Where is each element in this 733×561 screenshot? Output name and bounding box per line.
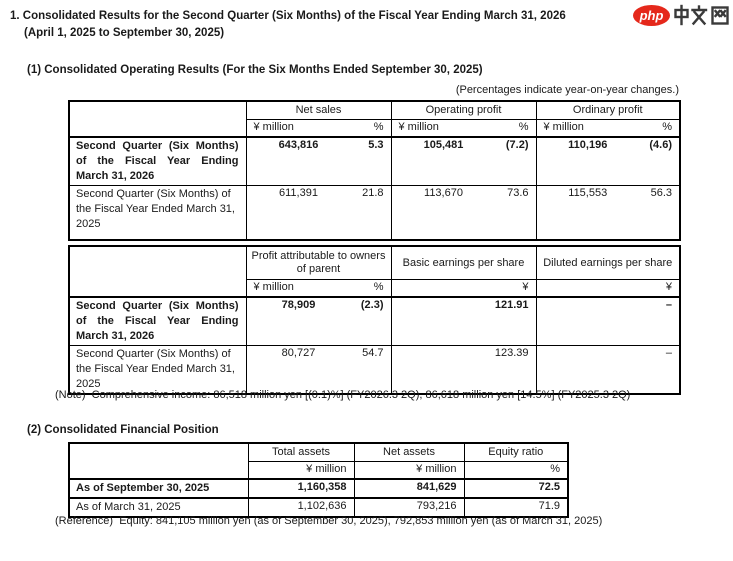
equity-reference-note: (Reference) Equity: 841,105 million yen … bbox=[55, 515, 603, 527]
table-row: As of September 30, 2025 1,160,358 841,6… bbox=[68, 478, 569, 499]
unit-cell: ¥ million% bbox=[245, 119, 392, 138]
corner-cell bbox=[68, 100, 247, 138]
unit-cell: ¥ million% bbox=[245, 279, 392, 298]
data-cell: 110,196 (4.6) bbox=[535, 136, 681, 186]
row-label: As of September 30, 2025 bbox=[68, 478, 249, 499]
column-header: Total assets bbox=[247, 442, 355, 462]
section1-heading: (1) Consolidated Operating Results (For … bbox=[27, 64, 483, 76]
table-subheader-row: ¥ million% ¥ ¥ bbox=[69, 279, 681, 298]
table-row: Second Quarter (Six Months) of the Fisca… bbox=[68, 185, 681, 241]
column-header: Net assets bbox=[353, 442, 465, 462]
data-cell: 78,909 (2.3) bbox=[245, 296, 392, 346]
php-cn-logo-text-icon bbox=[673, 4, 731, 26]
data-cell: 121.91 bbox=[390, 296, 537, 346]
data-cell: 72.5 bbox=[463, 478, 569, 499]
column-header: Net sales bbox=[245, 100, 392, 120]
row-label: Second Quarter (Six Months) of the Fisca… bbox=[68, 296, 247, 346]
unit-cell: ¥ bbox=[535, 279, 681, 298]
data-cell: 123.39 bbox=[390, 345, 537, 395]
unit-cell: ¥ million% bbox=[390, 119, 537, 138]
table-subheader-row: ¥ million ¥ million % bbox=[69, 461, 569, 480]
percentages-note: (Percentages indicate year-on-year chang… bbox=[455, 84, 679, 96]
data-cell: 643,816 5.3 bbox=[245, 136, 392, 186]
data-cell: 115,553 56.3 bbox=[535, 185, 681, 241]
column-header: Equity ratio bbox=[463, 442, 569, 462]
table-row: Second Quarter (Six Months) of the Fisca… bbox=[68, 296, 681, 346]
unit-cell: ¥ bbox=[390, 279, 537, 298]
document-title: 1. Consolidated Results for the Second Q… bbox=[10, 10, 566, 22]
financial-position-table: Total assets Net assets Equity ratio ¥ m… bbox=[68, 442, 569, 518]
column-header: Operating profit bbox=[390, 100, 537, 120]
data-cell: 793,216 bbox=[353, 497, 465, 518]
table-header-row: Profit attributable to owners of parent … bbox=[68, 245, 681, 298]
corner-cell bbox=[68, 245, 247, 298]
unit-cell: ¥ million bbox=[247, 461, 355, 480]
column-header: Ordinary profit bbox=[535, 100, 681, 120]
row-label: As of March 31, 2025 bbox=[68, 497, 249, 518]
row-label: Second Quarter (Six Months) of the Fisca… bbox=[68, 345, 247, 395]
unit-cell: % bbox=[463, 461, 569, 480]
table-header-row: Total assets Net assets Equity ratio bbox=[68, 442, 569, 480]
data-cell: 611,391 21.8 bbox=[245, 185, 392, 241]
table-subheader-row: ¥ million% ¥ million% ¥ million% bbox=[69, 119, 681, 138]
column-header: Profit attributable to owners of parent bbox=[245, 245, 392, 280]
row-label: Second Quarter (Six Months) of the Fisca… bbox=[68, 185, 247, 241]
document-subtitle: (April 1, 2025 to September 30, 2025) bbox=[24, 27, 225, 39]
data-cell: 113,670 73.6 bbox=[390, 185, 537, 241]
column-header: Basic earnings per share bbox=[390, 245, 537, 280]
unit-cell: ¥ million% bbox=[535, 119, 681, 138]
column-header: Diluted earnings per share bbox=[535, 245, 681, 280]
operating-results-table: Net sales Operating profit Ordinary prof… bbox=[68, 100, 681, 241]
data-cell: – bbox=[535, 345, 681, 395]
profit-eps-table: Profit attributable to owners of parent … bbox=[68, 245, 681, 395]
data-cell: 105,481 (7.2) bbox=[390, 136, 537, 186]
table-row: Second Quarter (Six Months) of the Fisca… bbox=[68, 345, 681, 395]
table-header-row: Net sales Operating profit Ordinary prof… bbox=[68, 100, 681, 138]
php-logo-badge: php bbox=[633, 4, 670, 26]
data-cell: 80,727 54.7 bbox=[245, 345, 392, 395]
table-row: As of March 31, 2025 1,102,636 793,216 7… bbox=[68, 497, 569, 518]
data-cell: 841,629 bbox=[353, 478, 465, 499]
data-cell: – bbox=[535, 296, 681, 346]
php-cn-logo: php bbox=[633, 4, 731, 26]
table-row: Second Quarter (Six Months) of the Fisca… bbox=[68, 136, 681, 186]
section2-heading: (2) Consolidated Financial Position bbox=[27, 424, 219, 436]
data-cell: 1,160,358 bbox=[247, 478, 355, 499]
corner-cell bbox=[68, 442, 249, 480]
comprehensive-income-note: (Note) Comprehensive income: 86,518 mill… bbox=[55, 389, 631, 401]
unit-cell: ¥ million bbox=[353, 461, 465, 480]
data-cell: 71.9 bbox=[463, 497, 569, 518]
data-cell: 1,102,636 bbox=[247, 497, 355, 518]
row-label: Second Quarter (Six Months) of the Fisca… bbox=[68, 136, 247, 186]
